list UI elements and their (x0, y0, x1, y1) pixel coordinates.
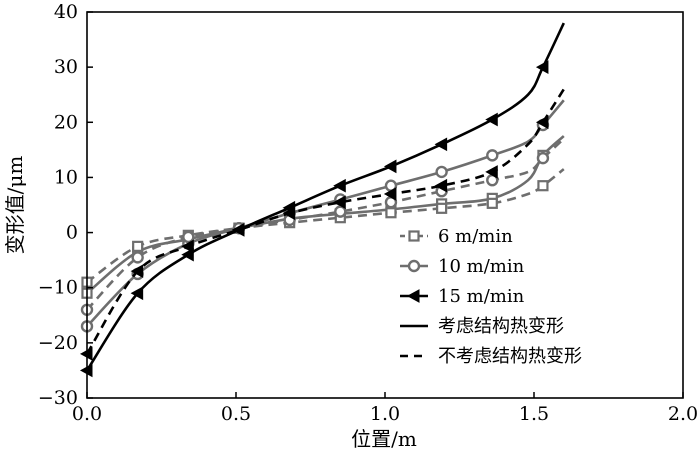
data-point (132, 240, 144, 252)
y-tick-label: 10 (54, 166, 78, 188)
data-point (181, 239, 194, 254)
x-tick-label: 1.5 (519, 403, 549, 425)
series-line (85, 88, 565, 355)
data-point (385, 207, 397, 219)
x-axis-label: 位置/m (351, 427, 417, 451)
data-point (182, 230, 195, 244)
legend-item: 6 m/min (400, 226, 513, 247)
y-tick-label: −20 (38, 332, 78, 354)
data-point (334, 205, 347, 218)
y-tick-label: −10 (38, 277, 78, 299)
data-point (130, 286, 144, 301)
x-tick-label: 1.0 (370, 403, 400, 425)
x-tick-label: 2.0 (668, 403, 698, 425)
series-15mmin-without (79, 88, 565, 361)
legend-marker (407, 259, 421, 273)
plot-frame (86, 11, 684, 399)
data-point (231, 222, 245, 237)
y-tick-label: −30 (38, 387, 78, 409)
series-line (86, 99, 565, 328)
series-line (86, 137, 565, 311)
data-point (131, 251, 144, 264)
data-point (333, 178, 346, 193)
data-point (537, 180, 549, 192)
data-point (434, 178, 448, 193)
legend-label: 15 m/min (438, 286, 525, 307)
data-point (485, 112, 498, 127)
data-point (485, 165, 498, 179)
legend-marker (406, 289, 420, 303)
legend-label: 10 m/min (438, 256, 525, 277)
y-tick-label: 20 (54, 111, 78, 133)
data-point (383, 187, 397, 201)
series-layer (79, 22, 565, 378)
legend-item: 考虑结构热变形 (400, 316, 564, 337)
legend-item: 10 m/min (400, 256, 525, 277)
data-point (282, 206, 296, 221)
legend-label: 不考虑结构热变形 (438, 346, 582, 367)
data-point (486, 149, 499, 162)
x-tick-label: 0.5 (221, 403, 251, 425)
legend-label: 考虑结构热变形 (438, 316, 564, 337)
data-point (486, 197, 498, 209)
data-point (435, 165, 448, 179)
axes-layer: 0.0 0.5 1.0 1.5 2.0 −30 −20 −10 0 10 20 30 40 (38, 1, 698, 425)
data-point (383, 159, 397, 174)
data-point (436, 202, 448, 214)
data-point (130, 264, 144, 279)
x-tick-label: 0.0 (72, 403, 102, 425)
y-tick-label: 0 (66, 222, 78, 244)
series-line (85, 22, 565, 372)
data-point (333, 195, 346, 210)
data-point (181, 247, 194, 262)
series-line (86, 135, 565, 295)
y-tick-label: 40 (54, 1, 78, 23)
legend-label: 6 m/min (438, 226, 513, 247)
data-point (434, 137, 448, 152)
y-tick-label: 30 (54, 56, 78, 78)
y-axis-label: 变形值/μm (3, 156, 27, 255)
data-point (535, 115, 549, 130)
data-point (535, 60, 549, 74)
legend-item: 15 m/min (400, 286, 525, 307)
data-point (536, 151, 550, 165)
legend-marker (408, 230, 420, 242)
legend-item: 不考虑结构热变形 (400, 346, 582, 367)
